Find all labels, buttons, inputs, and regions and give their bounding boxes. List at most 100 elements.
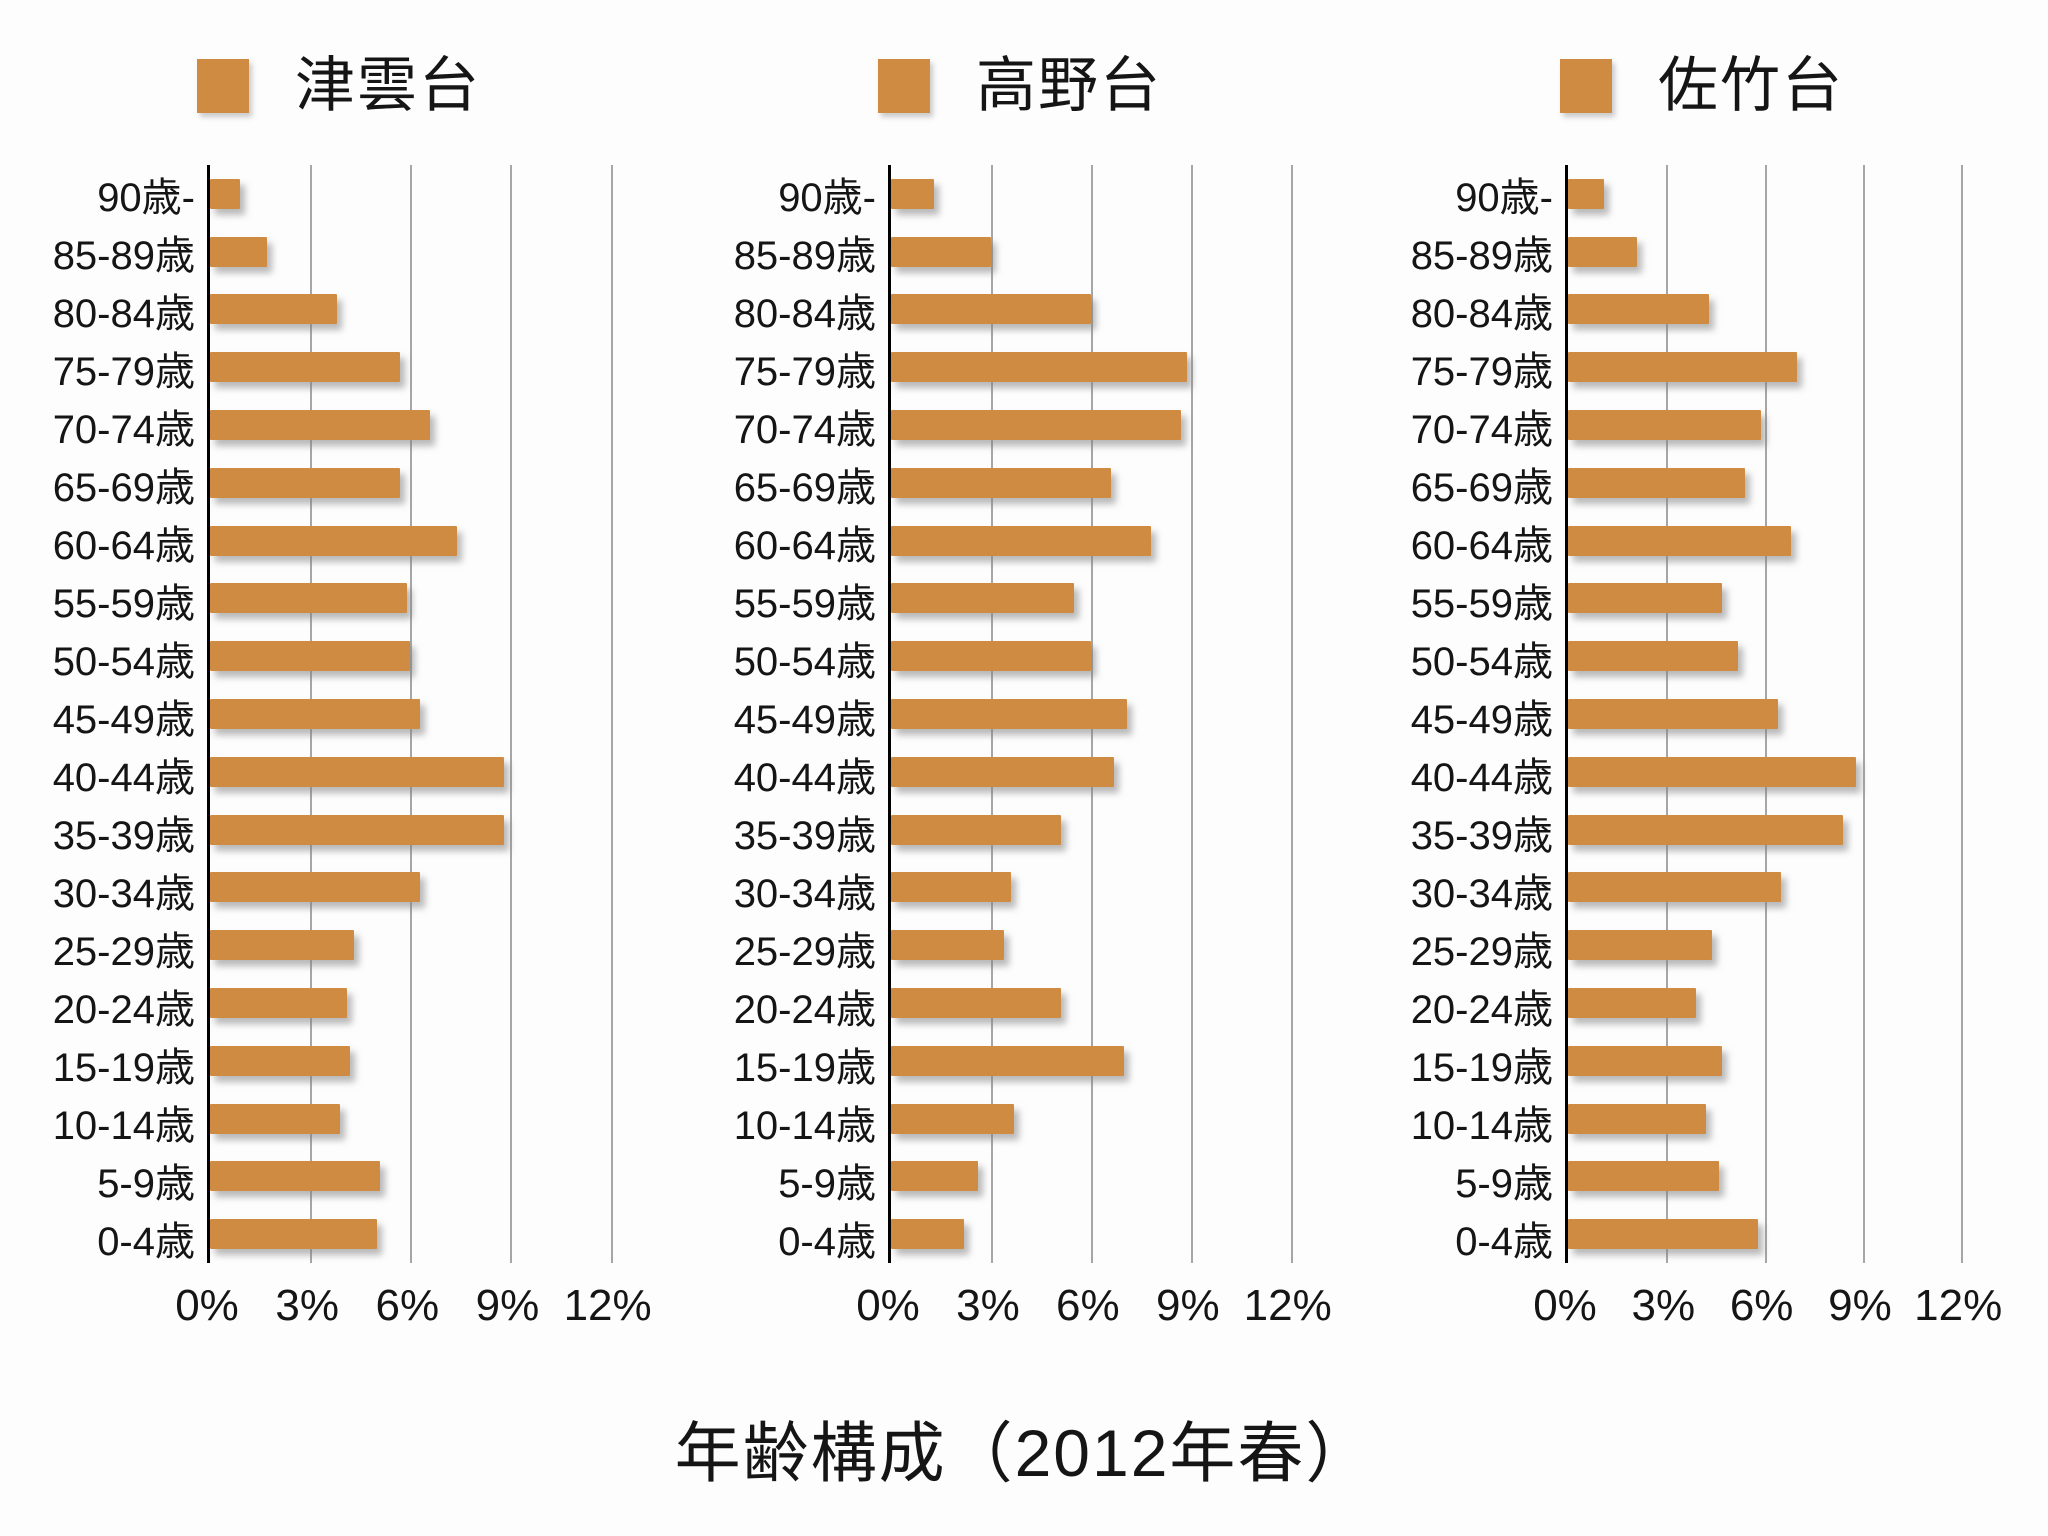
bar-佐竹台-80-84歳	[1568, 294, 1709, 325]
bar-row	[210, 1147, 644, 1205]
chart-title: 年齢構成（2012年春）	[674, 1416, 1374, 1490]
y-axis-label: 75-79歳	[1410, 350, 1553, 394]
legend-swatch-icon	[1560, 59, 1612, 113]
y-axis-label: 40-44歳	[1410, 756, 1553, 800]
legend-item-tsukumodai: 津雲台	[197, 56, 481, 116]
y-axis-label: 5-9歳	[778, 1162, 876, 1206]
x-axis-tick-label: 9%	[475, 1281, 540, 1330]
y-axis-label: 10-14歳	[52, 1104, 195, 1148]
y-axis-label: 85-89歳	[52, 234, 195, 278]
x-axis-tick-label: 12%	[563, 1281, 652, 1330]
bar-row	[210, 570, 644, 628]
bar-高野台-80-84歳	[891, 294, 1091, 325]
y-axis-label: 40-44歳	[733, 756, 876, 800]
bar-row	[1568, 165, 1994, 223]
bar-津雲台-20-24歳	[210, 987, 347, 1018]
bar-row	[1568, 1205, 1994, 1263]
bar-津雲台-80-84歳	[210, 294, 337, 325]
bar-佐竹台-65-69歳	[1568, 467, 1745, 498]
y-axis-label: 30-34歳	[733, 872, 876, 916]
y-axis-label: 10-14歳	[733, 1104, 876, 1148]
y-axis-label: 20-24歳	[52, 988, 195, 1032]
gridline-12pct	[1290, 165, 1293, 1263]
y-axis-label: 30-34歳	[1410, 872, 1553, 916]
x-axis-tick-label: 6%	[1729, 1281, 1794, 1330]
y-axis-label: 50-54歳	[52, 640, 195, 684]
bar-佐竹台-75-79歳	[1568, 352, 1798, 383]
gridline-12pct	[610, 165, 613, 1263]
bar-row	[891, 1090, 1324, 1148]
x-axis-tick-label: 12%	[1243, 1281, 1332, 1330]
bar-津雲台-90歳-	[210, 178, 241, 209]
bar-佐竹台-15-19歳	[1568, 1045, 1722, 1076]
x-axis-tick-label: 3%	[956, 1281, 1020, 1330]
bar-佐竹台-55-59歳	[1568, 583, 1722, 614]
bar-row	[891, 512, 1324, 570]
y-axis-label: 40-44歳	[52, 756, 195, 800]
bar-row	[891, 627, 1324, 685]
bar-row	[1568, 1147, 1994, 1205]
bar-高野台-55-59歳	[891, 583, 1075, 614]
bar-高野台-0-4歳	[891, 1219, 965, 1250]
bar-row	[1568, 801, 1994, 859]
bar-津雲台-75-79歳	[210, 352, 401, 383]
y-axis-label: 20-24歳	[1410, 988, 1553, 1032]
bar-row	[1568, 512, 1994, 570]
bar-津雲台-60-64歳	[210, 525, 458, 556]
bar-row	[1568, 974, 1994, 1032]
x-axis: 0% 3% 6% 9% 12%	[1533, 1281, 2002, 1351]
bar-高野台-65-69歳	[891, 467, 1111, 498]
bar-佐竹台-50-54歳	[1568, 641, 1739, 672]
y-axis-label: 35-39歳	[52, 814, 195, 858]
bar-津雲台-30-34歳	[210, 872, 421, 903]
y-axis-label: 65-69歳	[52, 466, 195, 510]
y-axis-label: 25-29歳	[52, 930, 195, 974]
bar-高野台-20-24歳	[891, 987, 1061, 1018]
gridline-9pct	[1190, 165, 1193, 1263]
bar-佐竹台-45-49歳	[1568, 698, 1778, 729]
bars	[210, 165, 644, 1263]
bar-row	[1568, 743, 1994, 801]
y-axis-labels: 90歳- 85-89歳 80-84歳 75-79歳 70-74歳 65-69歳 60-64歳…	[1321, 165, 1565, 1264]
legend-swatch-icon	[197, 59, 249, 113]
bar-row	[891, 974, 1324, 1032]
bar-津雲台-65-69歳	[210, 467, 401, 498]
y-axis-label: 35-39歳	[1410, 814, 1553, 858]
bars	[891, 165, 1324, 1263]
bar-佐竹台-35-39歳	[1568, 814, 1844, 845]
x-axis-tick-label: 3%	[275, 1281, 339, 1330]
x-axis-tick-label: 12%	[1914, 1281, 2003, 1330]
y-axis-label: 45-49歳	[733, 698, 876, 742]
bar-row	[1568, 454, 1994, 512]
bar-row	[1568, 1090, 1994, 1148]
bar-高野台-60-64歳	[891, 525, 1151, 556]
y-axis-label: 15-19歳	[52, 1046, 195, 1090]
y-axis-label: 30-34歳	[52, 872, 195, 916]
bar-津雲台-45-49歳	[210, 698, 421, 729]
bar-津雲台-15-19歳	[210, 1045, 351, 1076]
bar-佐竹台-10-14歳	[1568, 1103, 1706, 1134]
bar-佐竹台-85-89歳	[1568, 236, 1637, 267]
y-axis-label: 55-59歳	[733, 582, 876, 626]
y-axis-label: 75-79歳	[52, 350, 195, 394]
legend-label-takanodai: 高野台	[976, 52, 1162, 119]
bar-row	[210, 165, 644, 223]
bar-津雲台-5-9歳	[210, 1161, 381, 1192]
legend-item-takanodai: 高野台	[878, 56, 1162, 116]
y-axis-label: 80-84歳	[733, 292, 876, 336]
x-axis-tick-label: 0%	[856, 1281, 920, 1330]
bar-row	[1568, 223, 1994, 281]
x-axis-tick-label: 6%	[375, 1281, 440, 1330]
bar-row	[210, 1090, 644, 1148]
bar-佐竹台-30-34歳	[1568, 872, 1781, 903]
y-axis-label: 80-84歳	[52, 292, 195, 336]
bar-row	[891, 801, 1324, 859]
bar-高野台-35-39歳	[891, 814, 1061, 845]
bar-row	[891, 338, 1324, 396]
bar-row	[210, 627, 644, 685]
bar-chart-panel-高野台: 90歳- 85-89歳 80-84歳 75-79歳 70-74歳 65-69歳 60-64歳…	[641, 165, 1332, 1405]
y-axis-label: 60-64歳	[733, 524, 876, 568]
bar-佐竹台-40-44歳	[1568, 756, 1857, 787]
plot-area	[1565, 165, 1994, 1263]
legend-swatch-icon	[878, 59, 930, 113]
